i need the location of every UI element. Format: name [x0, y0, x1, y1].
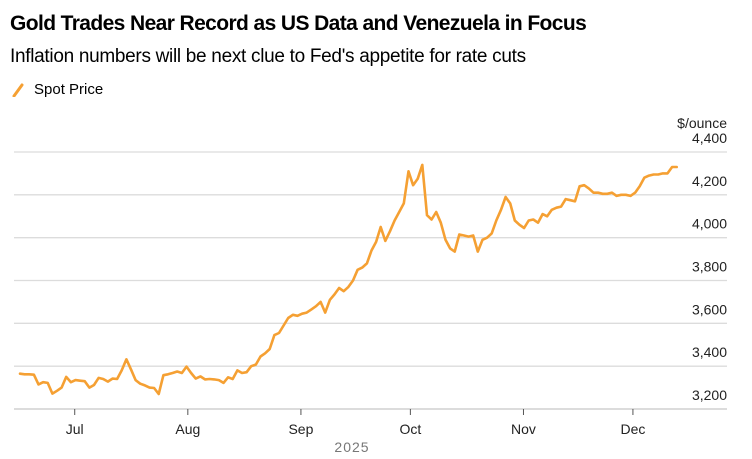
- y-axis-label: $/ounce: [677, 115, 727, 131]
- y-tick-label: 4,400: [692, 130, 727, 146]
- chart-title: Gold Trades Near Record as US Data and V…: [10, 12, 587, 35]
- x-tick-label: Aug: [175, 421, 200, 437]
- y-tick-label: 3,600: [692, 301, 727, 317]
- y-tick-label: 4,000: [692, 216, 727, 232]
- chart-subtitle: Inflation numbers will be next clue to F…: [10, 46, 526, 67]
- x-tick-label: Jul: [66, 421, 84, 437]
- y-tick-label: 4,200: [692, 173, 727, 189]
- x-axis-year-label: 2025: [334, 439, 369, 455]
- y-tick-label: 3,800: [692, 259, 727, 275]
- y-tick-label: 3,200: [692, 387, 727, 403]
- series-line-spot-price: [18, 163, 678, 396]
- y-tick-label: 3,400: [692, 344, 727, 360]
- legend: Spot Price: [12, 81, 103, 98]
- legend-swatch-spot-price: [12, 83, 24, 97]
- x-tick-label: Sep: [288, 421, 313, 437]
- x-tick-label: Oct: [399, 421, 421, 437]
- legend-label-spot-price: Spot Price: [34, 81, 104, 98]
- x-tick-label: Dec: [620, 421, 645, 437]
- x-tick-label: Nov: [511, 421, 536, 437]
